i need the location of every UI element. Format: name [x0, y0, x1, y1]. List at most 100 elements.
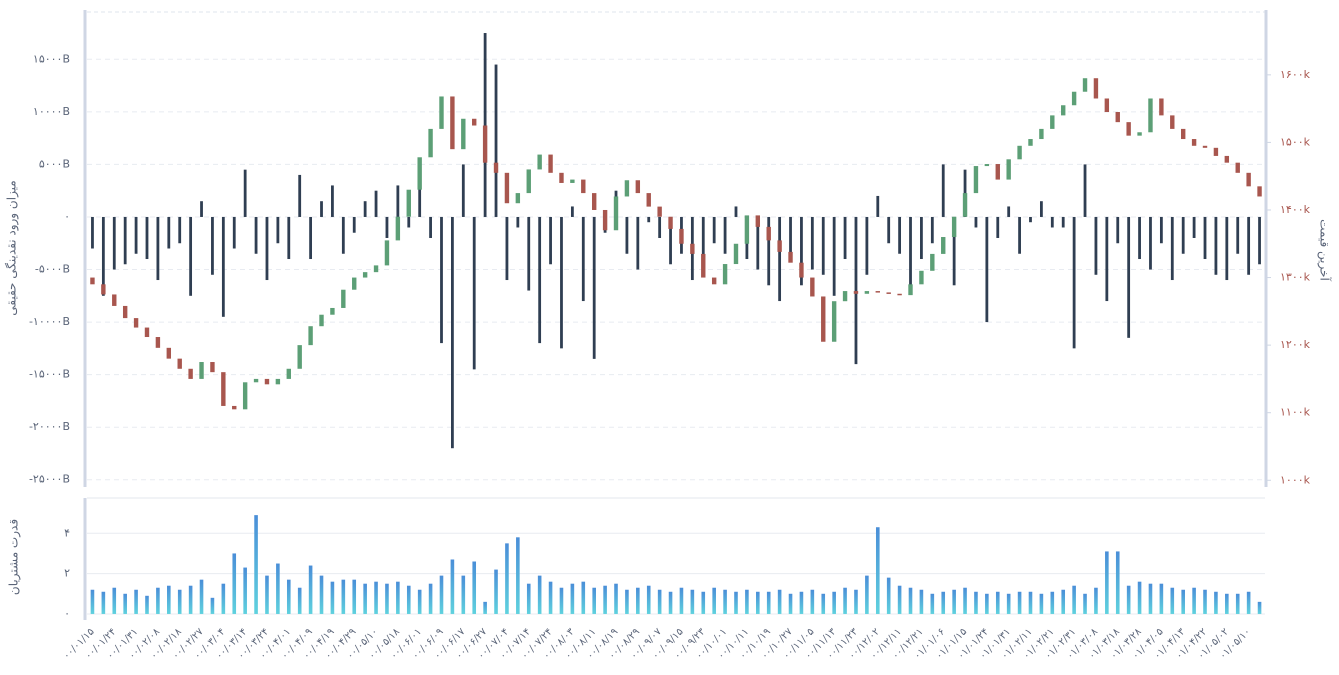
inflow-bar	[723, 216, 727, 254]
candle	[1235, 162, 1240, 173]
inflow-bar	[396, 185, 400, 217]
y-tick-label: ۰	[64, 607, 70, 620]
y-tick-label: ۴	[64, 526, 70, 539]
power-bar	[1170, 587, 1175, 614]
candle	[155, 337, 161, 348]
inflow-bar	[920, 216, 923, 260]
candle	[1202, 145, 1208, 148]
inflow-bar	[1203, 216, 1207, 260]
candle	[962, 193, 968, 217]
candle	[1137, 132, 1142, 136]
power-bar	[875, 527, 880, 614]
y-axis-label: قدرت مشتریان	[7, 519, 22, 595]
inflow-bar	[145, 216, 149, 260]
power-bar	[701, 591, 706, 614]
power-bar	[941, 591, 946, 614]
y-tick-label: ۱۰۰۰۰B	[33, 105, 70, 118]
inflow-bar	[265, 216, 269, 281]
candle	[352, 277, 357, 290]
inflow-bar	[1018, 216, 1021, 254]
candle	[373, 265, 379, 273]
candle	[515, 193, 521, 204]
inflow-bar	[1138, 216, 1141, 260]
inflow-bar	[331, 185, 334, 217]
inflow-bar	[276, 216, 280, 244]
power-bar	[963, 587, 967, 614]
power-bar	[734, 591, 738, 614]
candle	[275, 378, 281, 385]
inflow-bar	[211, 216, 214, 275]
y-tick-label: -۲۰۰۰۰B	[29, 420, 70, 433]
inflow-bar	[385, 216, 389, 238]
candle	[188, 368, 193, 379]
power-bar	[821, 593, 826, 614]
candle	[286, 368, 291, 379]
power-bar	[134, 589, 138, 614]
power-bar	[188, 585, 193, 614]
inflow-bar	[1061, 216, 1065, 228]
power-bar	[156, 587, 160, 614]
candle	[1170, 115, 1175, 129]
candle	[1159, 98, 1164, 116]
inflow-bar	[789, 216, 792, 254]
candle	[591, 193, 597, 210]
candle	[166, 347, 172, 359]
candle	[1115, 112, 1120, 123]
power-bar	[297, 587, 302, 614]
inflow-bar	[669, 216, 672, 265]
power-bar	[690, 589, 695, 614]
inflow-bar	[1258, 216, 1261, 265]
candle	[1006, 159, 1011, 180]
power-bar	[494, 569, 498, 614]
power-bar	[406, 585, 411, 614]
y-tick-label: ۲	[64, 567, 70, 580]
candle	[242, 382, 248, 410]
inflow-bar	[243, 169, 247, 217]
inflow-bar	[112, 216, 116, 270]
candle	[1104, 98, 1110, 113]
inflow-bar	[1159, 216, 1163, 244]
candle	[264, 378, 270, 385]
candle	[482, 125, 488, 163]
inflow-bar	[254, 216, 258, 254]
inflow-bar	[854, 216, 858, 365]
inflow-bar	[1149, 216, 1152, 270]
candle	[766, 226, 771, 241]
power-bar	[854, 589, 858, 614]
power-bar	[777, 589, 782, 614]
candle	[330, 307, 335, 315]
inflow-bar	[461, 164, 465, 217]
candle	[722, 264, 728, 285]
inflow-bar	[1214, 216, 1218, 275]
inflow-bar	[1247, 216, 1251, 275]
power-bar	[548, 581, 553, 614]
power-bar	[581, 581, 586, 614]
power-bar	[1028, 591, 1033, 614]
inflow-bar	[429, 216, 432, 238]
inflow-bar	[570, 206, 574, 217]
candle	[602, 209, 608, 231]
inflow-bar	[1039, 201, 1043, 217]
y2-tick-label: ۱۳۰۰k	[1280, 271, 1311, 284]
candle	[362, 272, 368, 278]
inflow-bar	[287, 216, 291, 260]
inflow-bar	[134, 216, 138, 254]
inflow-bar	[91, 216, 94, 249]
inflow-bar	[712, 216, 716, 244]
candle	[559, 172, 564, 183]
candle	[951, 216, 957, 238]
candle	[613, 196, 619, 231]
candle	[788, 251, 793, 263]
candle	[864, 291, 870, 294]
inflow-bar	[341, 216, 345, 254]
power-bar	[810, 589, 815, 614]
power-bar	[1148, 583, 1153, 614]
y-tick-label: ۵۰۰۰B	[39, 157, 70, 170]
inflow-bar	[581, 216, 585, 302]
candle	[701, 253, 706, 278]
inflow-bar	[1170, 216, 1174, 281]
inflow-bar	[865, 216, 869, 275]
candle	[570, 179, 575, 183]
